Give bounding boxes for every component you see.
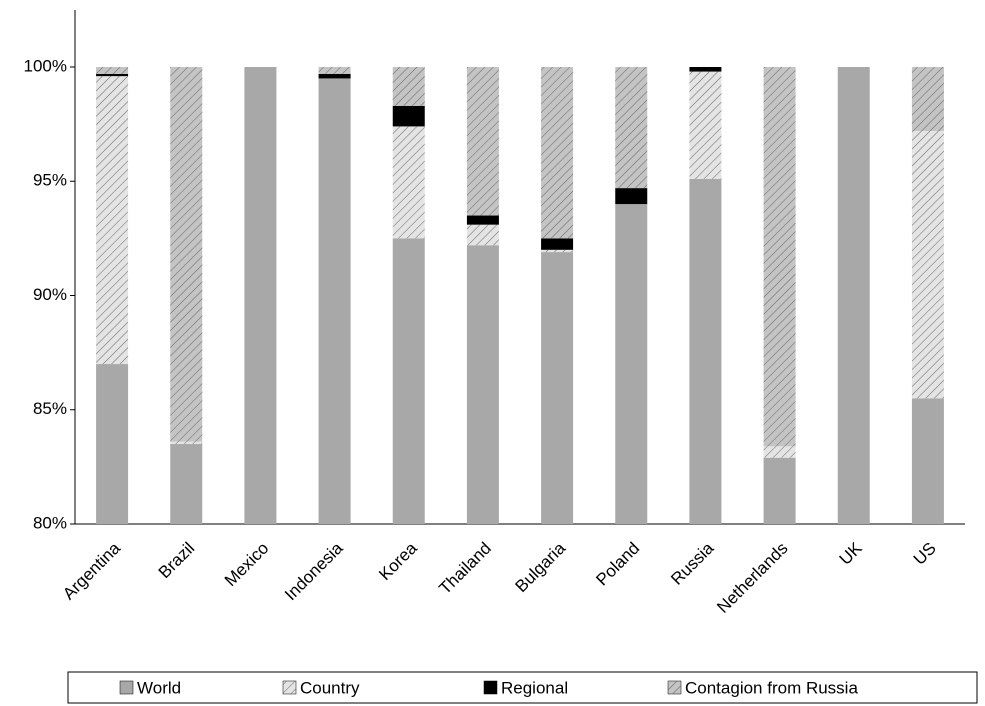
legend-swatch	[483, 680, 498, 695]
x-tick-label: Netherlands	[713, 539, 791, 617]
x-tick-label: Brazil	[155, 539, 198, 582]
bar-segment	[96, 73, 129, 77]
bar-segment	[170, 444, 203, 524]
y-tick-label: 80%	[33, 513, 67, 532]
bar-segment	[392, 105, 425, 127]
y-tick-label: 90%	[33, 285, 67, 304]
bar-hatch	[466, 224, 499, 246]
legend-hatch	[668, 681, 681, 694]
x-tick-label: US	[910, 539, 940, 569]
x-tick-label: Mexico	[221, 539, 273, 591]
bar-hatch	[170, 441, 203, 445]
bar-segment	[318, 73, 351, 79]
bar-hatch	[392, 67, 425, 106]
legend-label: Country	[300, 678, 360, 697]
bar-hatch	[392, 126, 425, 239]
bar-hatch	[541, 249, 574, 253]
bar-hatch	[615, 67, 648, 189]
bar-segment	[615, 188, 648, 205]
bar-segment	[244, 67, 277, 524]
bar-segment	[96, 364, 129, 524]
x-tick-label: Russia	[667, 538, 718, 589]
y-tick-label: 85%	[33, 399, 67, 418]
legend-hatch	[283, 681, 296, 694]
bar-hatch	[170, 67, 203, 442]
bar-segment	[689, 178, 722, 524]
bar-segment	[466, 215, 499, 225]
x-tick-label: Indonesia	[281, 538, 347, 604]
x-tick-label: Korea	[375, 538, 421, 584]
x-tick-label: Bulgaria	[512, 538, 570, 596]
x-tick-label: UK	[836, 538, 867, 569]
bar-hatch	[689, 71, 722, 179]
bar-hatch	[763, 446, 796, 458]
bar-hatch	[96, 76, 129, 365]
legend-swatch	[119, 680, 134, 695]
bar-segment	[541, 252, 574, 524]
bar-segment	[392, 238, 425, 524]
x-tick-label: Thailand	[435, 539, 495, 599]
y-tick-label: 100%	[24, 56, 67, 75]
bar-segment	[837, 67, 870, 524]
bar-segment	[541, 238, 574, 250]
bar-hatch	[911, 130, 944, 399]
bar-segment	[318, 78, 351, 525]
legend-label: Contagion from Russia	[685, 678, 858, 697]
bar-hatch	[541, 67, 574, 239]
bar-hatch	[318, 67, 351, 74]
y-tick-label: 95%	[33, 171, 67, 190]
bar-segment	[466, 245, 499, 525]
bar-hatch	[96, 67, 129, 74]
legend-box	[67, 671, 978, 704]
legend-label: World	[137, 678, 181, 697]
bar-hatch	[763, 67, 796, 447]
legend-label: Regional	[501, 678, 568, 697]
bar-segment	[689, 67, 722, 72]
x-tick-label: Poland	[592, 539, 643, 590]
bar-segment	[615, 204, 648, 524]
x-tick-label: Argentina	[59, 538, 124, 603]
bar-hatch	[911, 67, 944, 131]
bar-segment	[911, 398, 944, 524]
bar-segment	[763, 457, 796, 524]
bar-hatch	[466, 67, 499, 216]
